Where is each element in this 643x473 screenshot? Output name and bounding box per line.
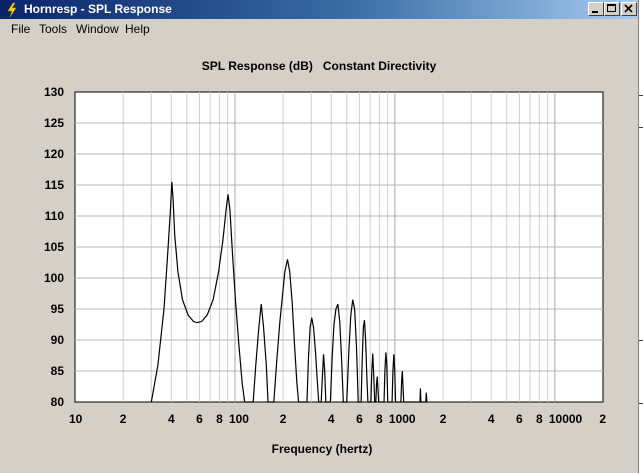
x-tick-label: 8 — [536, 412, 543, 426]
edge-mark — [639, 340, 643, 341]
x-tick-label: 8 — [376, 412, 383, 426]
edge-mark — [639, 127, 643, 128]
x-tick-label: 10000 — [549, 412, 583, 426]
x-tick-label: 2 — [599, 412, 606, 426]
y-tick-label: 105 — [44, 240, 64, 254]
x-tick-label: 4 — [328, 412, 335, 426]
x-tick-label: 4 — [168, 412, 175, 426]
x-tick-label: 2 — [440, 412, 447, 426]
maximize-button[interactable] — [604, 2, 620, 16]
close-button[interactable] — [621, 2, 637, 16]
x-tick-label: 6 — [356, 412, 363, 426]
close-icon — [624, 4, 633, 13]
lightning-bolt-icon — [7, 2, 17, 18]
y-tick-label: 115 — [45, 178, 65, 192]
x-tick-label: 2 — [280, 412, 287, 426]
y-tick-label: 90 — [51, 333, 65, 347]
edge-mark — [639, 95, 643, 96]
title-bar[interactable]: Hornresp - SPL Response — [0, 0, 638, 19]
menu-window[interactable]: Window — [76, 22, 119, 36]
x-axis-labels: 10 2 4 6 8 100 2 4 6 8 1000 2 4 6 8 10000 2 — [69, 412, 606, 426]
menu-bar: File Tools Window Help — [0, 19, 638, 39]
x-tick-label: 10 — [69, 412, 83, 426]
y-tick-label: 80 — [51, 395, 65, 409]
grid-lines — [75, 92, 603, 402]
y-tick-label: 95 — [51, 302, 65, 316]
y-tick-label: 110 — [45, 209, 65, 223]
x-tick-label: 8 — [216, 412, 223, 426]
minimize-button[interactable] — [588, 2, 604, 16]
x-tick-label: 6 — [516, 412, 523, 426]
x-axis-title: Frequency (hertz) — [272, 442, 373, 456]
plot-title: SPL Response (dB) Constant Directivity — [201, 59, 437, 73]
x-tick-label: 2 — [120, 412, 127, 426]
spl-curve — [150, 181, 428, 403]
menu-help[interactable]: Help — [125, 22, 150, 36]
x-tick-label: 1000 — [389, 412, 416, 426]
y-tick-label: 85 — [51, 364, 65, 378]
x-tick-label: 100 — [229, 412, 249, 426]
background-window-edge — [639, 0, 643, 473]
window-title: Hornresp - SPL Response — [24, 2, 172, 16]
y-tick-label: 125 — [44, 116, 64, 130]
y-axis-labels: 80 85 90 95 100 105 110 115 120 125 130 — [44, 85, 64, 409]
edge-mark — [639, 403, 643, 404]
minimize-icon — [592, 11, 598, 13]
menu-file[interactable]: File — [11, 22, 31, 36]
menu-tools[interactable]: Tools — [39, 22, 68, 36]
y-tick-label: 130 — [44, 85, 64, 99]
y-tick-label: 120 — [44, 147, 64, 161]
maximize-icon — [607, 4, 616, 12]
x-tick-label: 4 — [488, 412, 495, 426]
x-tick-label: 6 — [196, 412, 203, 426]
y-tick-label: 100 — [44, 271, 64, 285]
